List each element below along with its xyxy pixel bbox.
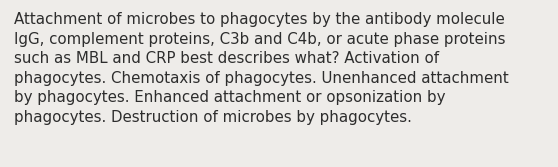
Text: Attachment of microbes to phagocytes by the antibody molecule
IgG, complement pr: Attachment of microbes to phagocytes by … — [14, 12, 509, 125]
